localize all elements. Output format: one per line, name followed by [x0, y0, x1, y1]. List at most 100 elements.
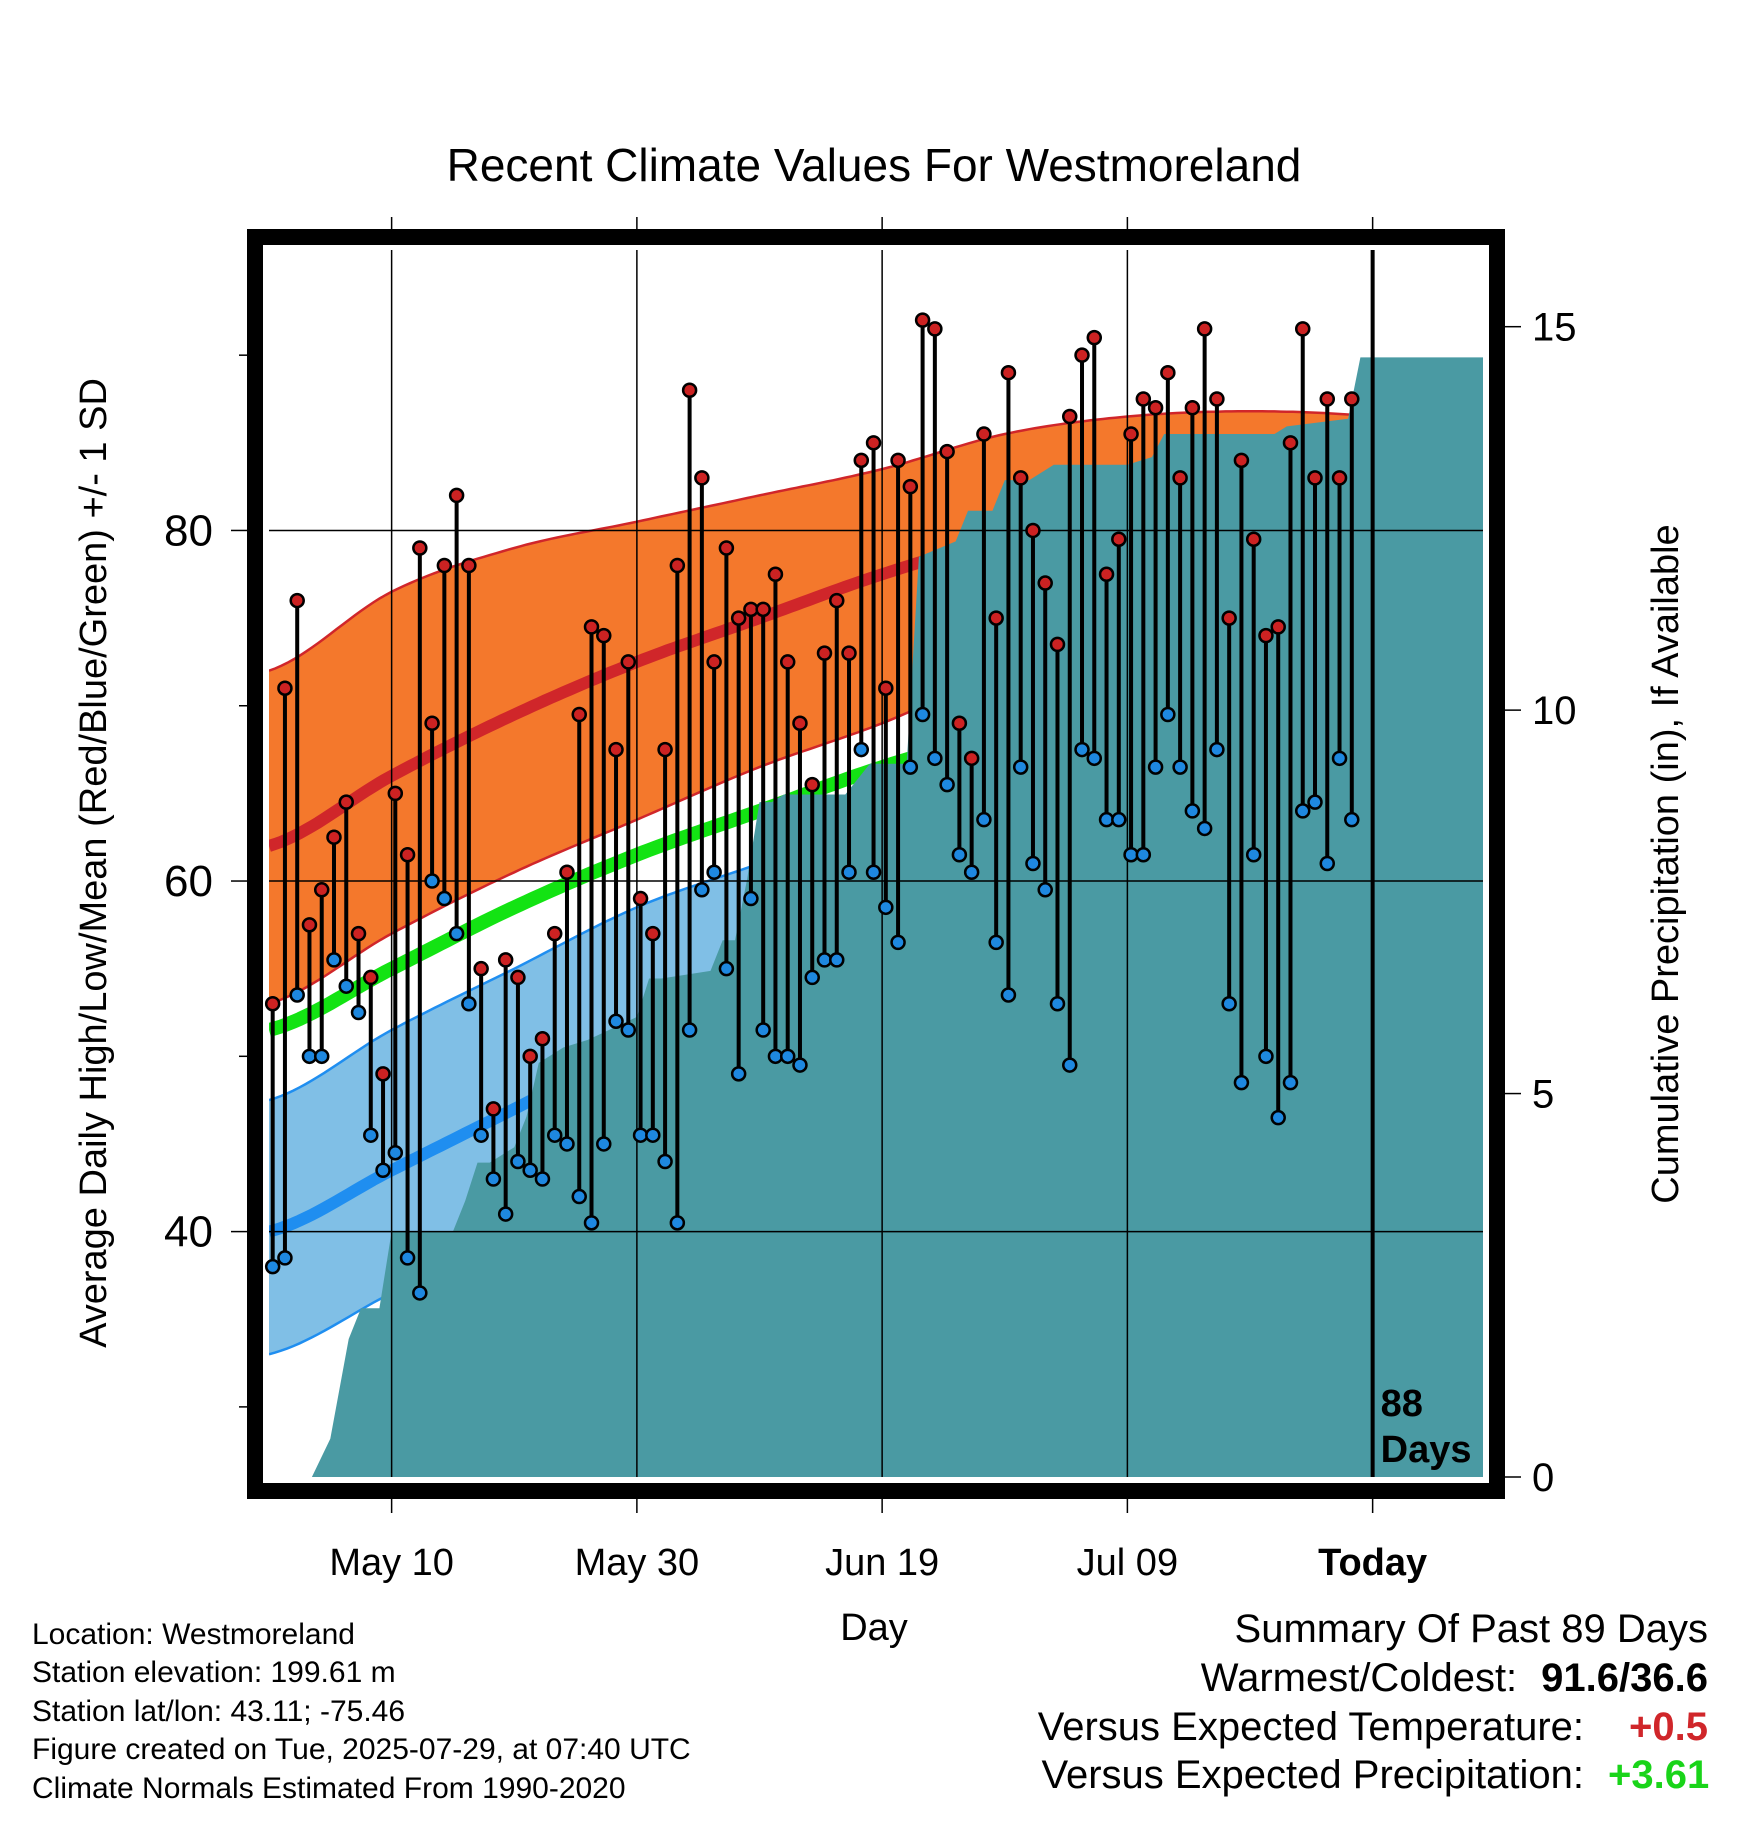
daily-high-point [804, 776, 820, 793]
daily-low-point [865, 864, 882, 881]
daily-high-point [632, 890, 649, 907]
daily-low-point [522, 1162, 538, 1178]
daily-low-point [412, 1285, 428, 1301]
daily-high-point [1037, 575, 1053, 591]
daily-high-point [902, 478, 919, 495]
daily-low-point [645, 1127, 661, 1143]
today-days-label: 88 [1381, 1383, 1423, 1425]
daily-low-point [657, 1153, 673, 1170]
daily-high-point [645, 925, 661, 942]
daily-low-point [277, 1250, 293, 1266]
daily-high-point [694, 470, 710, 486]
y-tick-label: 60 [164, 857, 213, 906]
precip-value: +3.61 [1608, 1753, 1710, 1798]
daily-high-point [1282, 435, 1299, 451]
daily-low-point [350, 1004, 367, 1021]
daily-low-point [497, 1206, 514, 1222]
daily-high-point [755, 601, 771, 618]
daily-low-point [914, 706, 931, 723]
y2-tick-label: 10 [1532, 689, 1577, 733]
x-tick-label: Jun 19 [825, 1542, 939, 1584]
daily-high-point [914, 312, 931, 328]
daily-low-point [878, 899, 894, 916]
daily-high-point [1086, 329, 1103, 346]
daily-low-point [1086, 750, 1103, 767]
daily-high-point [1172, 470, 1188, 486]
daily-high-point [1160, 364, 1176, 381]
daily-low-point [988, 934, 1004, 951]
warmest-value: 91.6/36.6 [1541, 1655, 1708, 1700]
daily-low-point [596, 1136, 612, 1152]
daily-low-point [743, 890, 759, 907]
y2-tick-label: 5 [1532, 1073, 1554, 1117]
daily-high-point [264, 995, 281, 1012]
daily-high-point [289, 592, 305, 609]
daily-high-point [669, 557, 686, 574]
daily-low-point [1294, 803, 1311, 819]
daily-high-point [326, 829, 342, 845]
y-tick-label: 80 [164, 506, 213, 555]
daily-low-point [1184, 803, 1201, 819]
temp-label: Versus Expected Temperature: [1037, 1704, 1584, 1749]
y-tick-label: 40 [164, 1208, 213, 1257]
daily-high-point [1012, 470, 1029, 486]
daily-high-point [1270, 619, 1286, 635]
daily-low-point [681, 1022, 698, 1038]
daily-high-point [485, 1101, 502, 1117]
daily-low-point [1012, 759, 1029, 775]
daily-low-point [436, 890, 453, 907]
daily-high-point [510, 969, 526, 986]
daily-high-point [399, 846, 416, 863]
daily-low-point [951, 846, 968, 863]
daily-low-point [1111, 811, 1127, 828]
daily-low-point [1160, 706, 1176, 723]
daily-low-point [387, 1144, 404, 1161]
daily-low-point [706, 864, 722, 881]
daily-low-point [1061, 1057, 1078, 1073]
daily-high-point [301, 917, 318, 933]
daily-high-point [1025, 522, 1041, 539]
daily-low-point [289, 987, 305, 1003]
daily-low-point [571, 1188, 587, 1205]
daily-high-point [436, 557, 453, 574]
summary-heading: Summary Of Past 89 Days [1234, 1607, 1708, 1651]
daily-high-point [706, 654, 722, 670]
daily-low-point [1258, 1048, 1274, 1065]
daily-high-point [461, 557, 477, 574]
daily-high-point [841, 645, 857, 661]
daily-high-point [522, 1048, 538, 1065]
daily-high-point [829, 592, 845, 609]
daily-low-point [313, 1048, 330, 1065]
y2-axis-label: Cumulative Precipitation (in), If Availa… [1645, 524, 1687, 1203]
daily-low-point [694, 882, 710, 898]
daily-high-point [1221, 610, 1237, 626]
daily-high-point [1258, 627, 1274, 644]
daily-low-point [461, 995, 477, 1012]
daily-high-point [976, 426, 992, 442]
daily-high-point [448, 487, 465, 504]
daily-low-point [338, 978, 355, 994]
daily-high-point [681, 382, 698, 398]
daily-high-point [1245, 531, 1262, 547]
daily-low-point [1270, 1109, 1286, 1126]
summary-precip-row: Versus Expected Precipitation: +3.61 [1038, 1751, 1710, 1800]
daily-high-point [1098, 566, 1115, 583]
grid-lines [269, 250, 1483, 1477]
chart-title: Recent Climate Values For Westmoreland [447, 139, 1302, 191]
daily-low-point [902, 759, 919, 775]
daily-high-point [927, 321, 943, 337]
daily-low-point [976, 811, 992, 828]
daily-low-point [399, 1250, 416, 1266]
temp-value: +0.5 [1629, 1704, 1708, 1749]
daily-high-point [1049, 636, 1066, 653]
daily-high-point [277, 680, 293, 696]
daily-low-point [1135, 846, 1152, 863]
daily-high-point [375, 1066, 391, 1082]
daily-low-point [1025, 855, 1041, 872]
plot-frame [247, 229, 1505, 1499]
daily-high-point [1184, 400, 1201, 416]
daily-low-point [963, 864, 980, 881]
daily-low-point [1319, 855, 1336, 872]
daily-high-point [1123, 426, 1139, 442]
